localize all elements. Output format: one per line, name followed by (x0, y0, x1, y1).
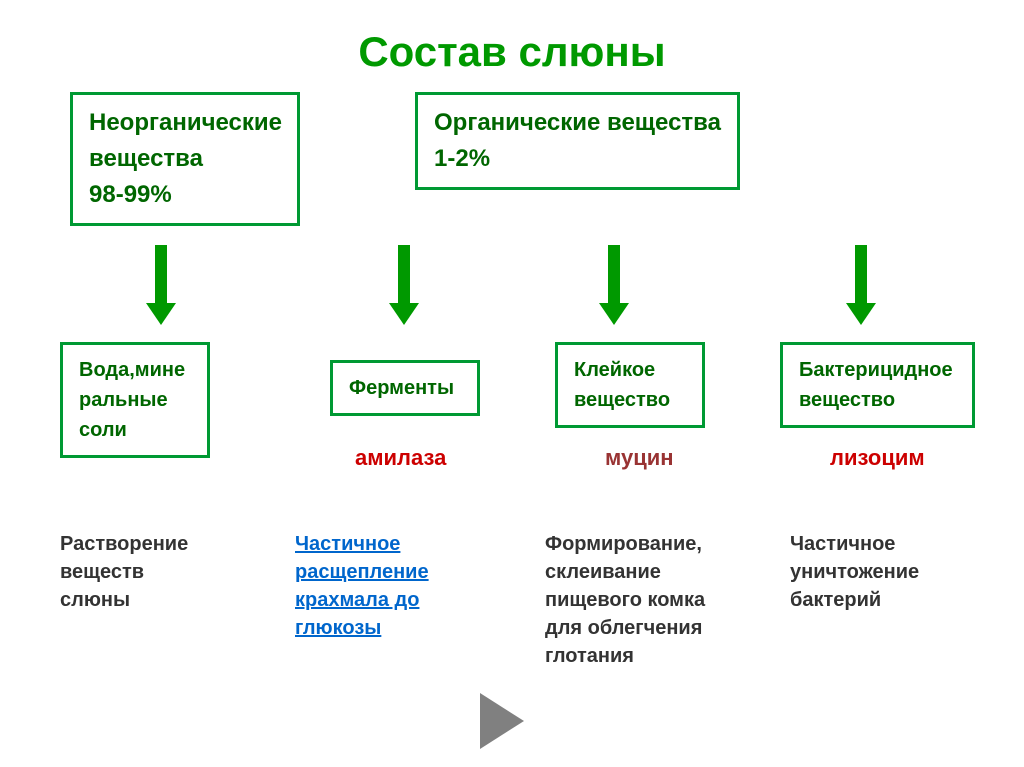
inorganic-line1: Неорганические (89, 105, 281, 141)
desc-water: Растворение веществ слюны (60, 530, 188, 614)
label-mucin: муцин (605, 445, 674, 471)
dw1: Растворение (60, 530, 188, 558)
de1: Частичное (295, 530, 429, 558)
box-water: Вода,мине ральные соли (60, 342, 210, 458)
ds2: склеивание (545, 558, 705, 586)
box-sticky: Клейкое вещество (555, 342, 705, 428)
inorganic-line3: 98-99% (89, 177, 281, 213)
ds5: глотания (545, 642, 705, 670)
ds3: пищевого комка (545, 586, 705, 614)
label-lysozyme: лизоцим (830, 445, 925, 471)
bact-l2: вещество (799, 385, 956, 415)
box-inorganic: Неорганические вещества 98-99% (70, 92, 300, 226)
organic-line2: 1-2% (434, 141, 721, 177)
label-amylase: амилаза (355, 445, 446, 471)
de3: крахмала до (295, 586, 429, 614)
desc-bact: Частичное уничтожение бактерий (790, 530, 919, 614)
db2: уничтожение (790, 558, 919, 586)
arrow-enzymes (398, 245, 419, 325)
water-l1: Вода,мине (79, 355, 191, 385)
diagram-title: Состав слюны (0, 28, 1024, 76)
ds1: Формирование, (545, 530, 705, 558)
sticky-l1: Клейкое (574, 355, 686, 385)
sticky-l2: вещество (574, 385, 686, 415)
dw3: слюны (60, 586, 188, 614)
bact-l1: Бактерицидное (799, 355, 956, 385)
next-slide-arrow[interactable] (480, 693, 524, 749)
db3: бактерий (790, 586, 919, 614)
water-l3: соли (79, 415, 191, 445)
arrow-inorganic (155, 245, 176, 325)
ds4: для облегчения (545, 614, 705, 642)
inorganic-line2: вещества (89, 141, 281, 177)
box-bact: Бактерицидное вещество (780, 342, 975, 428)
box-enzymes: Ферменты (330, 360, 480, 416)
desc-sticky: Формирование, склеивание пищевого комка … (545, 530, 705, 670)
dw2: веществ (60, 558, 188, 586)
organic-line1: Органические вещества (434, 105, 721, 141)
de2: расщепление (295, 558, 429, 586)
water-l2: ральные (79, 385, 191, 415)
arrow-bact (855, 245, 876, 325)
enzymes-text: Ферменты (349, 373, 461, 403)
box-organic: Органические вещества 1-2% (415, 92, 740, 190)
arrow-sticky (608, 245, 629, 325)
de4: глюкозы (295, 614, 429, 642)
db1: Частичное (790, 530, 919, 558)
desc-enzymes: Частичное расщепление крахмала до глюкоз… (295, 530, 429, 642)
